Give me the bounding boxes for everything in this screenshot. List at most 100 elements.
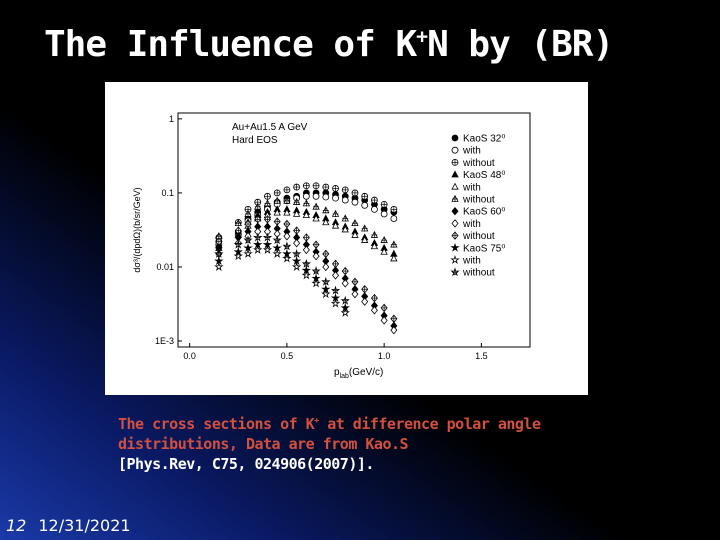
- legend-label: KaoS 32⁰: [463, 134, 505, 145]
- data-point: [292, 198, 301, 206]
- data-point: [361, 297, 369, 306]
- marker-shape: [361, 236, 369, 243]
- caption-text: at difference polar angle: [318, 415, 541, 433]
- data-point: [322, 206, 330, 214]
- x-tick-label: 0.0: [183, 351, 196, 361]
- caption-sup: +: [314, 415, 319, 425]
- chart-background: [105, 82, 588, 395]
- legend-label: with: [462, 256, 481, 267]
- x-label-part: (GeV/c): [349, 367, 383, 378]
- data-point: [380, 303, 388, 313]
- data-point: [380, 236, 388, 244]
- marker-shape: [293, 238, 301, 248]
- data-point: [322, 249, 330, 259]
- marker-shape: [292, 209, 301, 217]
- data-point: [322, 262, 330, 272]
- title-sup: +: [416, 25, 428, 48]
- marker-shape: [330, 298, 341, 308]
- data-point: [370, 242, 379, 250]
- data-point: [331, 221, 340, 229]
- data-point: [312, 251, 320, 261]
- legend-item: with: [450, 255, 481, 267]
- marker-shape: [340, 307, 350, 317]
- legend-item: without: [451, 195, 495, 206]
- x-axis-label: plab(GeV/c): [334, 367, 383, 380]
- data-point: [322, 218, 330, 226]
- data-point: [332, 259, 340, 269]
- marker-shape: [332, 194, 339, 202]
- data-point: [254, 215, 262, 224]
- marker-shape: [332, 271, 340, 280]
- data-point: [214, 262, 224, 271]
- data-point: [253, 232, 263, 242]
- data-point: [351, 198, 359, 206]
- data-point: [331, 209, 340, 217]
- data-point: [332, 185, 339, 192]
- x-tick-label: 1.0: [378, 351, 391, 361]
- legend-label: with: [462, 146, 481, 157]
- date: 12/31/2021: [38, 516, 131, 535]
- marker-shape: [361, 297, 369, 306]
- data-point: [234, 219, 242, 227]
- legend-label: without: [462, 158, 495, 169]
- data-point: [273, 196, 281, 204]
- marker-shape: [370, 306, 378, 315]
- legend-label: KaoS 60⁰: [463, 207, 505, 218]
- data-point: [341, 186, 349, 194]
- data-point: [312, 202, 320, 210]
- data-point: [340, 295, 350, 305]
- marker-shape: [351, 198, 359, 206]
- x-tick-label: 0.5: [281, 351, 294, 361]
- data-point: [272, 235, 282, 245]
- legend-marker: [450, 255, 460, 264]
- data-point: [302, 233, 310, 242]
- data-point: [390, 254, 398, 262]
- legend-item: KaoS 48⁰: [451, 170, 505, 181]
- marker-shape: [322, 193, 330, 201]
- data-point: [291, 248, 302, 258]
- data-point: [233, 239, 243, 249]
- data-point: [273, 208, 281, 216]
- data-point: [272, 248, 282, 258]
- data-point: [293, 226, 301, 235]
- marker-shape: [302, 245, 310, 255]
- marker-shape: [233, 251, 243, 261]
- marker-shape: [312, 251, 320, 261]
- footer: 12 12/31/2021: [6, 516, 131, 535]
- x-label-part: p: [334, 367, 340, 378]
- data-point: [361, 201, 369, 209]
- legend-item: KaoS 60⁰: [451, 207, 505, 218]
- x-tick-label: 1.5: [475, 351, 488, 361]
- data-point: [301, 258, 312, 268]
- data-point: [341, 266, 349, 276]
- data-point: [283, 232, 291, 241]
- legend-label: KaoS 75⁰: [463, 243, 505, 254]
- data-point: [330, 298, 341, 308]
- plot-frame: [177, 112, 531, 348]
- data-point: [321, 289, 331, 299]
- data-point: [341, 279, 349, 288]
- y-tick-label: 1E-3: [155, 336, 174, 346]
- data-point: [293, 183, 301, 191]
- data-point: [361, 285, 369, 294]
- slide-title: The Influence of K+N by (BR): [44, 24, 614, 65]
- data-point: [244, 219, 252, 229]
- data-point: [243, 235, 253, 245]
- caption-text: The cross sections of K: [118, 415, 315, 433]
- data-point: [341, 214, 349, 222]
- marker-shape: [380, 316, 388, 325]
- marker-shape: [351, 230, 359, 238]
- marker-shape: [302, 192, 310, 200]
- marker-shape: [312, 192, 320, 200]
- y-tick-label: 1: [169, 114, 174, 124]
- marker-shape: [262, 244, 273, 254]
- data-point: [390, 215, 398, 222]
- data-point: [390, 240, 398, 248]
- legend-marker: [451, 146, 459, 154]
- data-point: [282, 253, 292, 263]
- data-point: [234, 226, 242, 235]
- data-point: [263, 199, 272, 207]
- marker-shape: [390, 254, 398, 262]
- data-point: [312, 192, 320, 200]
